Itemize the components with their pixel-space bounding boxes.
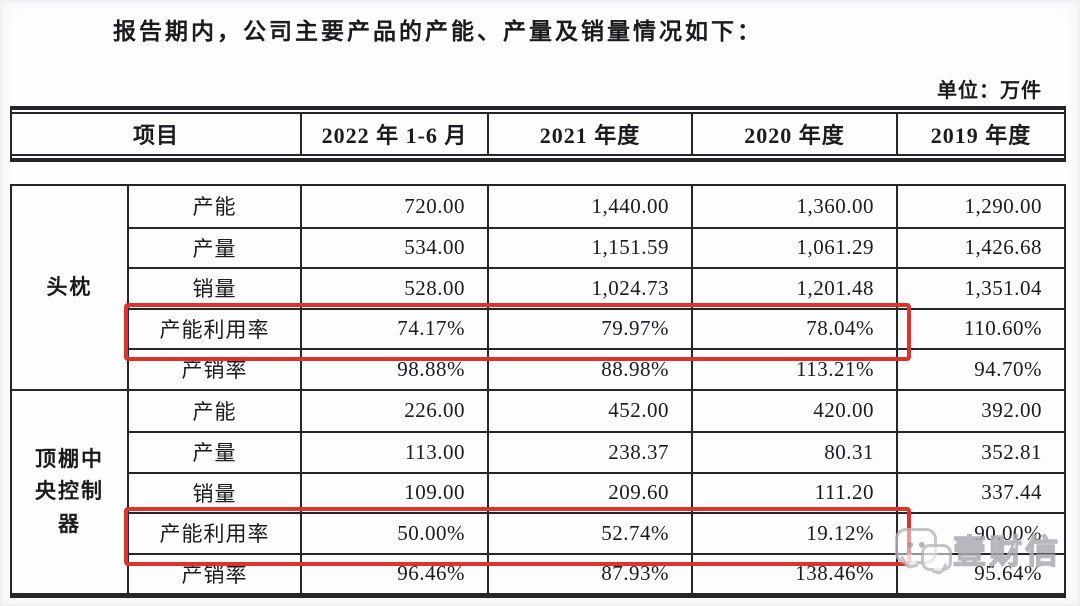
value-cell: 420.00 (693, 390, 898, 431)
value-cell: 352.81 (898, 431, 1064, 472)
product-group: 头枕 产能 720.00 1,440.00 1,360.00 1,290.00 产量 534… (12, 186, 1064, 389)
header-period-cell: 2020 年度 (693, 114, 898, 154)
row-label-cell: 产能利用率 (129, 307, 302, 348)
value-cell: 1,024.73 (489, 267, 693, 308)
row-label-cell: 产量 (129, 431, 302, 472)
value-cell: 1,151.59 (489, 226, 693, 267)
row-label-cell: 产销率 (129, 552, 302, 593)
group-name-cell: 顶棚中央控制器 (12, 390, 129, 593)
row-label-cell: 销量 (129, 471, 302, 512)
value-cell: 98.88% (302, 348, 489, 389)
value-cell: 90.00% (898, 512, 1064, 553)
value-cell: 392.00 (981, 398, 1042, 423)
row-label-cell: 产能 (129, 186, 302, 227)
intro-text: 报告期内，公司主要产品的产能、产量及销量情况如下： (113, 19, 763, 44)
row-label-cell: 产量 (129, 226, 302, 267)
chat-bubbles-icon (889, 520, 952, 578)
unit-label: 单位：万件 (937, 80, 1042, 102)
value-cell: 88.98% (489, 348, 693, 389)
value-cell: 50.00% (302, 512, 489, 553)
value-cell: 19.12% (693, 512, 898, 553)
value-cell: 96.46% (302, 552, 489, 593)
value-cell: 209.60 (489, 471, 693, 512)
value-cell: 79.97% (489, 307, 693, 348)
header-item-cell: 项目 (12, 114, 302, 154)
watermark-text: 壹财信 (952, 534, 1061, 571)
value-cell: 52.74% (489, 512, 693, 553)
value-cell: 720.00 (302, 186, 489, 227)
header-period-cell: 2019 年度 (930, 123, 1032, 148)
value-cell: 452.00 (489, 390, 693, 431)
value-cell: 238.37 (489, 431, 693, 472)
value-cell: 113.00 (302, 431, 489, 472)
value-cell: 111.20 (693, 471, 898, 512)
value-cell: 1,201.48 (693, 267, 898, 308)
value-cell: 80.31 (693, 431, 898, 472)
value-cell: 78.04% (693, 307, 898, 348)
value-cell: 1,440.00 (489, 186, 693, 227)
value-cell: 110.60% (898, 307, 1064, 349)
value-cell: 1,290.00 (964, 193, 1042, 218)
value-cell: 1,061.29 (693, 226, 898, 267)
value-cell: 1,360.00 (693, 186, 898, 227)
row-label-cell: 产能 (129, 390, 302, 431)
value-cell: 109.00 (302, 471, 489, 512)
capacity-table-body: 头枕 产能 720.00 1,440.00 1,360.00 1,290.00 产量 534… (10, 184, 1066, 598)
value-cell: 534.00 (302, 226, 489, 267)
row-label-cell: 产销率 (129, 348, 302, 389)
value-cell: 74.17% (302, 307, 489, 348)
value-cell: 226.00 (302, 390, 489, 431)
header-period-cell: 2021 年度 (489, 114, 693, 154)
value-cell: 95.64% (898, 552, 1064, 594)
row-label-cell: 销量 (129, 267, 302, 308)
value-cell: 528.00 (302, 267, 489, 308)
value-cell: 1,426.68 (898, 226, 1064, 268)
value-cell: 113.21% (693, 348, 898, 389)
value-cell: 1,351.04 (898, 267, 1064, 308)
value-cell: 337.44 (898, 471, 1064, 513)
watermark: 壹财信 (889, 520, 1061, 578)
header-period-cell: 2022 年 1-6 月 (302, 114, 489, 154)
table-header: 项目 2022 年 1-6 月 2021 年度 2020 年度 2019 年度 (10, 106, 1066, 162)
value-cell: 94.70% (898, 348, 1064, 389)
row-label-cell: 产能利用率 (129, 512, 302, 553)
value-cell: 87.93% (489, 552, 693, 593)
product-group: 顶棚中央控制器 产能 226.00 452.00 420.00 392.00 产量 113.… (12, 388, 1064, 594)
table-header-row: 项目 2022 年 1-6 月 2021 年度 2020 年度 2019 年度 (12, 112, 1064, 156)
group-name-cell: 头枕 (12, 186, 129, 389)
value-cell: 138.46% (693, 552, 898, 593)
